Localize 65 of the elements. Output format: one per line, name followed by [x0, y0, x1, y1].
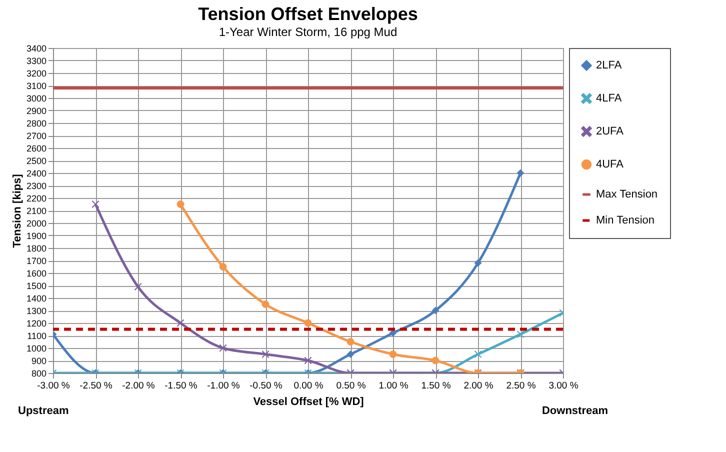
y-tick-label: 2500 [26, 156, 46, 166]
point [176, 319, 184, 327]
y-tick-label: 1500 [26, 281, 46, 291]
point [516, 169, 524, 177]
text: Downstream [542, 405, 608, 417]
point [432, 356, 440, 364]
text: Upstream [18, 405, 69, 417]
x-tick-label: 2.50 % [506, 380, 536, 392]
y-tick-label: 2600 [26, 144, 46, 154]
y-tick-label: 1200 [26, 318, 46, 328]
y-tick-label: 3300 [26, 56, 46, 66]
point [219, 344, 227, 352]
legend-label: 2LFA [596, 60, 622, 72]
x-tick-label: -2.50 % [80, 380, 113, 392]
y-tick-label: 2200 [26, 194, 46, 204]
y-tick-label: 1400 [26, 294, 46, 304]
x-tick-label: 1.50 % [421, 380, 452, 392]
x-axis-title: Vessel Offset [% WD] [253, 396, 364, 408]
y-tick-label: 1000 [26, 344, 46, 354]
y-tick-label: 2300 [26, 181, 46, 191]
x-tick-label: 3.00 % [548, 380, 579, 392]
legend-label: 4LFA [596, 92, 622, 104]
legend-label: Max Tension [596, 188, 658, 200]
point [176, 200, 184, 208]
chart-subtitle: 1-Year Winter Storm, 16 ppg Mud [218, 25, 398, 39]
x-tick-label: -0.50 % [250, 380, 283, 392]
y-tick-label: 1700 [26, 256, 46, 266]
y-tick-label: 1800 [26, 244, 46, 254]
point [219, 263, 227, 270]
y-tick-label: 3400 [26, 44, 46, 54]
y-tick-label: 3100 [26, 81, 46, 91]
y-tick-label: 2700 [26, 131, 46, 141]
y-tick-label: 1300 [26, 306, 46, 316]
point [346, 338, 354, 346]
y-axis-title: Tension [kips] [11, 174, 24, 248]
x-tick-label: -1.50 % [164, 380, 198, 392]
legend-label: Min Tension [596, 214, 654, 226]
y-tick-label: 3200 [26, 68, 46, 78]
y-tick-label: 900 [31, 356, 46, 366]
legend-label: 4UFA [596, 158, 624, 170]
x-tick-label: 0.00 % [294, 380, 324, 392]
point [432, 306, 440, 314]
y-tick-label: 1900 [26, 231, 46, 241]
x-tick-label: -3.00 % [37, 380, 70, 392]
y-tick-label: 3000 [26, 94, 46, 104]
x-tick-label: -1.00 % [207, 380, 240, 392]
y-tick-label: 2900 [26, 106, 46, 116]
y-tick-label: 2400 [26, 168, 46, 178]
x-tick-label: 1.00 % [378, 380, 409, 392]
x-tick-label: -2.00 % [122, 380, 156, 392]
y-tick-label: 1600 [26, 268, 46, 278]
y-tick-label: 2000 [26, 218, 46, 228]
y-tick-label: 800 [31, 368, 46, 378]
point [474, 259, 482, 267]
point [304, 356, 312, 364]
point [389, 350, 397, 358]
y-tick-label: 1100 [27, 331, 46, 341]
y-tick-label: 2100 [26, 206, 46, 216]
x-tick-label: 2.00 % [464, 380, 494, 392]
y-tick-label: 2800 [26, 118, 46, 128]
point [304, 319, 312, 327]
x-tick-label: 0.50 % [336, 380, 366, 392]
legend-label: 2UFA [596, 126, 624, 138]
chart-title: Tension Offset Envelopes [198, 4, 418, 24]
point [262, 300, 270, 308]
